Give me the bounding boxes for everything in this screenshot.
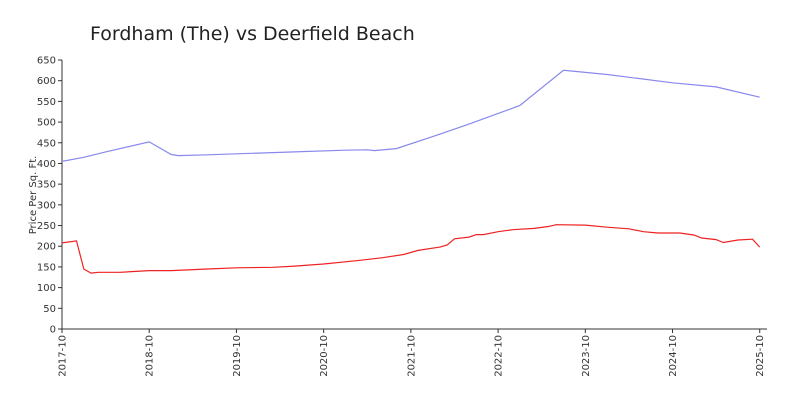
y-tick-label: 200 [37,242,56,253]
x-tick-label: 2017-10 [58,335,69,377]
chart-title: Fordham (The) vs Deerfield Beach [90,23,415,45]
y-tick-label: 50 [43,304,56,315]
y-tick-label: 100 [37,283,56,294]
x-tick-label: 2019-10 [232,335,243,377]
y-tick-label: 650 [37,56,56,67]
y-tick-label: 150 [37,262,56,273]
x-tick-label: 2018-10 [145,335,156,377]
x-tick-label: 2025-10 [755,335,766,377]
y-tick-label: 550 [37,97,56,108]
x-tick-label: 2020-10 [319,335,330,377]
x-tick-label: 2022-10 [494,335,505,377]
y-tick-label: 250 [37,221,56,232]
series-line [61,69,760,162]
x-tick-label: 2021-10 [406,335,417,377]
y-tick-label: 450 [37,138,56,149]
y-tick-label: 500 [37,118,56,129]
y-tick-label: 400 [37,159,56,170]
y-tick-label: 350 [37,180,56,191]
y-axis-label: Price Per Sq. Ft. [28,156,39,235]
y-tick-label: 300 [37,200,56,211]
y-tick-label: 0 [50,325,56,336]
series-line [61,224,761,274]
y-tick-label: 600 [37,76,56,87]
x-tick-label: 2024-10 [668,335,679,377]
x-tick-label: 2023-10 [581,335,592,377]
